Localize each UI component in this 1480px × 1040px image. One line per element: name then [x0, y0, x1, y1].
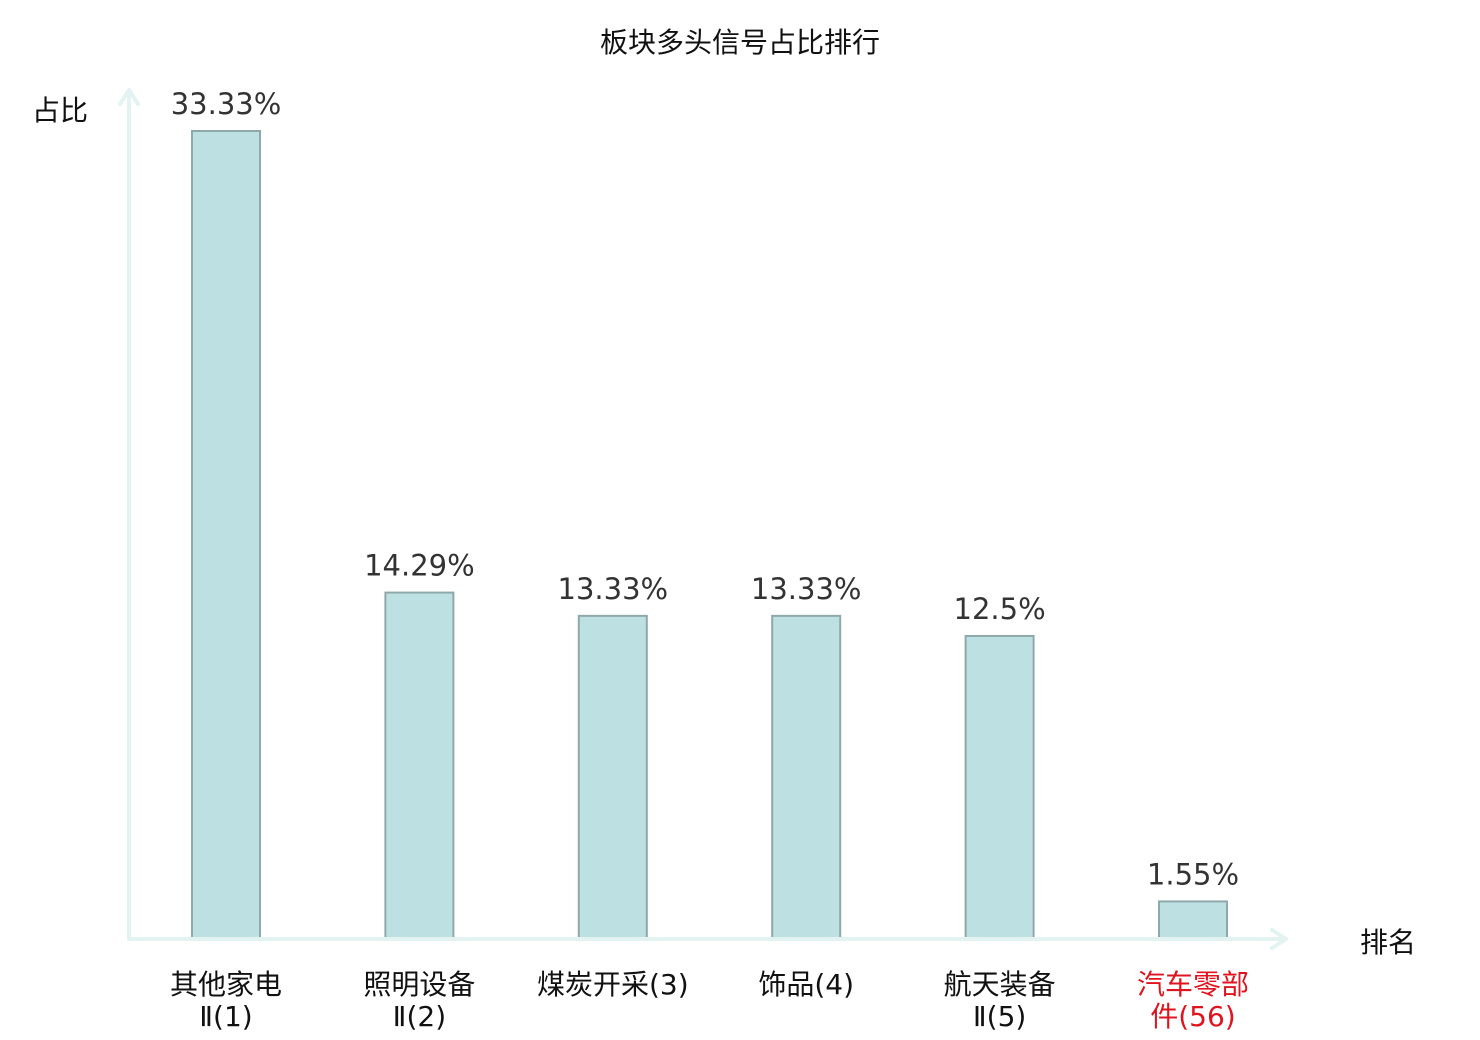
category-label-5-line-1: 航天装备: [944, 968, 1056, 1001]
value-label-5: 12.5%: [954, 592, 1046, 626]
bar-6: [1158, 900, 1228, 941]
category-label-1-line-2: Ⅱ(1): [199, 1000, 252, 1033]
bar-4: [771, 614, 842, 941]
chart-title: 板块多头信号占比排行: [600, 26, 880, 59]
value-label-2: 14.29%: [364, 549, 475, 583]
bar-3: [577, 614, 648, 941]
x-axis-label: 排名: [1360, 926, 1416, 959]
category-label-3: 煤炭开采(3): [537, 968, 689, 1001]
y-axis-label: 占比: [32, 94, 88, 127]
category-label-6-line-2: 件(56): [1150, 1000, 1235, 1033]
axes: [118, 88, 1288, 950]
x-axis-arrow: [1270, 928, 1288, 950]
bar-series: [191, 130, 1228, 941]
category-label-2-line-1: 照明设备: [363, 968, 475, 1001]
value-label-4: 13.33%: [751, 572, 862, 606]
value-label-1: 33.33%: [171, 87, 282, 121]
category-label-1-line-1: 其他家电: [170, 968, 282, 1001]
category-label-5-line-2: Ⅱ(5): [973, 1000, 1026, 1033]
bar-2: [384, 591, 455, 940]
category-label-2-line-2: Ⅱ(2): [393, 1000, 446, 1033]
bar-5: [964, 634, 1035, 941]
category-label-6-line-1: 汽车零部: [1137, 968, 1249, 1001]
value-label-6: 1.55%: [1147, 857, 1239, 891]
value-labels: 33.33% 14.29% 13.33% 13.33% 12.5% 1.55%: [171, 87, 1239, 891]
bar-1: [191, 130, 261, 940]
value-label-3: 13.33%: [558, 572, 669, 606]
category-label-4: 饰品(4): [758, 968, 854, 1001]
